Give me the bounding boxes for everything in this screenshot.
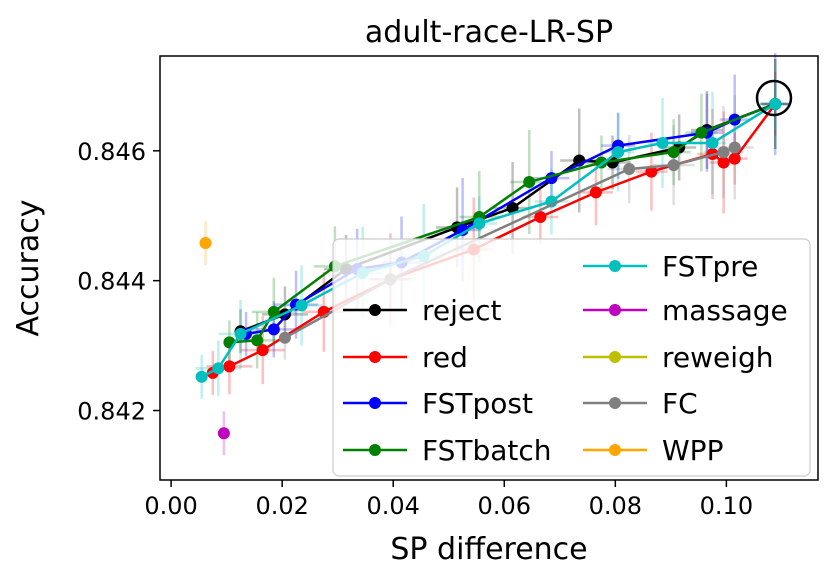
x-tick-label: 0.04 bbox=[366, 492, 419, 520]
point-FSTpre bbox=[212, 362, 225, 375]
legend-label-red: red bbox=[422, 341, 468, 374]
x-tick-label: 0.06 bbox=[478, 492, 531, 520]
point-FSTpost bbox=[456, 224, 469, 237]
point-red bbox=[717, 156, 730, 169]
x-tick-label: 0.10 bbox=[700, 492, 753, 520]
best-point-marker bbox=[755, 79, 793, 117]
y-axis-label: Accuracy bbox=[11, 200, 46, 337]
legend-marker-WPP bbox=[609, 444, 621, 456]
point-FSTpre bbox=[295, 299, 308, 312]
point-massage bbox=[217, 427, 230, 440]
legend-marker-massage bbox=[609, 304, 621, 316]
point-FSTpost bbox=[267, 323, 280, 336]
point-FSTpre bbox=[769, 98, 782, 111]
x-axis-ticks: 0.00 0.02 0.04 0.06 0.08 0.10 bbox=[144, 480, 753, 520]
series-layer bbox=[195, 98, 782, 440]
y-axis-ticks: 0.842 0.844 0.846 bbox=[77, 138, 160, 426]
legend-label-WPP: WPP bbox=[662, 434, 723, 467]
legend-label-reject: reject bbox=[422, 294, 502, 327]
point-red bbox=[256, 344, 269, 357]
point-FSTpre bbox=[473, 217, 486, 230]
legend: reject red FSTpost FSTbatch FSTpre massage rew… bbox=[332, 238, 811, 477]
point-FSTpre bbox=[706, 137, 719, 150]
y-tick-label: 0.846 bbox=[77, 138, 146, 166]
point-reject bbox=[506, 201, 519, 214]
legend-label-FSTbatch: FSTbatch bbox=[422, 434, 552, 467]
legend-marker-FSTbatch bbox=[369, 444, 381, 456]
legend-label-massage: massage bbox=[662, 294, 788, 327]
legend-label-FC: FC bbox=[662, 387, 698, 420]
point-FSTpre bbox=[656, 137, 669, 150]
x-tick-label: 0.00 bbox=[144, 492, 197, 520]
point-WPP bbox=[199, 237, 212, 250]
point-FSTpre bbox=[612, 146, 625, 159]
point-FC bbox=[717, 146, 730, 159]
point-FC bbox=[278, 331, 291, 344]
legend-label-FSTpre: FSTpre bbox=[662, 250, 758, 283]
y-tick-label: 0.844 bbox=[77, 268, 146, 296]
point-red bbox=[589, 186, 602, 199]
point-FC bbox=[667, 159, 680, 172]
legend-marker-reject bbox=[369, 304, 381, 316]
legend-marker-FC bbox=[609, 397, 621, 409]
legend-marker-reweigh bbox=[609, 351, 621, 363]
legend-label-FSTpost: FSTpost bbox=[422, 387, 533, 420]
point-red bbox=[728, 152, 741, 165]
point-FC bbox=[728, 141, 741, 154]
point-FSTbatch bbox=[267, 305, 280, 318]
point-FSTpre bbox=[195, 370, 208, 383]
chart-title: adult-race-LR-SP bbox=[365, 15, 613, 50]
point-FSTbatch bbox=[251, 334, 264, 347]
point-red bbox=[223, 360, 236, 373]
legend-marker-FSTpost bbox=[369, 397, 381, 409]
point-FSTpre bbox=[234, 327, 247, 340]
plot-frame bbox=[159, 55, 819, 481]
point-FC bbox=[623, 162, 636, 175]
x-axis-label: SP difference bbox=[390, 532, 587, 567]
y-tick-label: 0.842 bbox=[77, 398, 146, 426]
point-FSTbatch bbox=[667, 146, 680, 159]
legend-marker-FSTpre bbox=[609, 260, 621, 272]
legend-marker-red bbox=[369, 351, 381, 363]
point-FSTbatch bbox=[695, 126, 708, 139]
point-FSTbatch bbox=[523, 175, 536, 188]
legend-box bbox=[332, 238, 811, 477]
legend-label-reweigh: reweigh bbox=[662, 341, 774, 374]
x-tick-label: 0.02 bbox=[255, 492, 308, 520]
point-red bbox=[534, 211, 547, 224]
point-red bbox=[645, 165, 658, 178]
x-tick-label: 0.08 bbox=[589, 492, 642, 520]
